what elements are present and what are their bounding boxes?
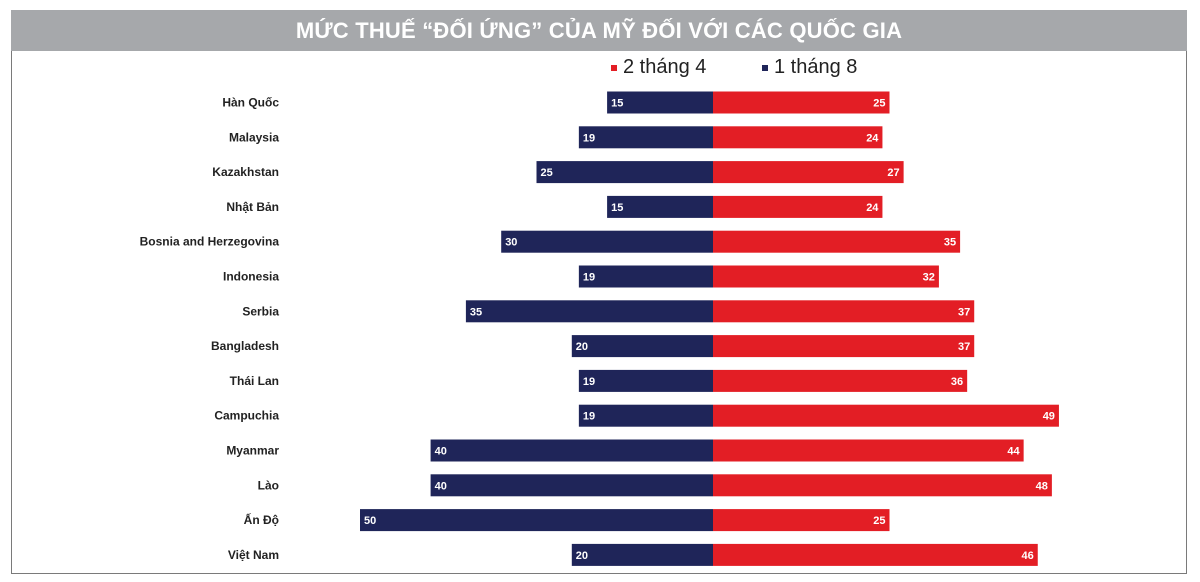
- category-label-lao: Lào: [258, 478, 279, 492]
- value-label-1-thang-8-indonesia: 19: [583, 272, 595, 284]
- bar-1-thang-8-nhat-ban: [607, 195, 713, 218]
- bar-1-thang-8-an-do: [360, 509, 713, 532]
- value-label-1-thang-8-nhat-ban: 15: [611, 202, 623, 214]
- bar-2-thang-4-indonesia: [713, 265, 939, 288]
- category-label-bosnia-and-herzegovina: Bosnia and Herzegovina: [140, 235, 280, 249]
- value-label-1-thang-8-serbia: 35: [470, 306, 482, 318]
- value-label-2-thang-4-malaysia: 24: [866, 132, 879, 144]
- value-label-2-thang-4-campuchia: 49: [1043, 411, 1055, 423]
- bar-2-thang-4-han-quoc: [713, 91, 890, 114]
- bar-1-thang-8-lao: [430, 474, 713, 497]
- value-label-1-thang-8-malaysia: 19: [583, 132, 595, 144]
- bar-1-thang-8-thai-lan: [578, 369, 713, 392]
- legend-item-series-2: 1 tháng 8: [762, 56, 857, 79]
- bar-2-thang-4-myanmar: [713, 439, 1024, 462]
- bar-1-thang-8-kazakhstan: [536, 161, 713, 184]
- category-label-nhat-ban: Nhật Bản: [226, 200, 279, 214]
- legend-label-2-thang-4: 2 tháng 4: [623, 56, 707, 78]
- bar-1-thang-8-han-quoc: [607, 91, 713, 114]
- bar-2-thang-4-lao: [713, 474, 1052, 497]
- bar-1-thang-8-bosnia-and-herzegovina: [501, 230, 713, 253]
- value-label-1-thang-8-myanmar: 40: [435, 446, 447, 458]
- value-label-1-thang-8-an-do: 50: [364, 515, 376, 527]
- value-label-2-thang-4-an-do: 25: [873, 515, 885, 527]
- value-label-2-thang-4-serbia: 37: [958, 306, 970, 318]
- category-label-an-do: Ấn Độ: [244, 512, 279, 527]
- value-label-2-thang-4-kazakhstan: 27: [887, 167, 899, 179]
- value-label-2-thang-4-nhat-ban: 24: [866, 202, 879, 214]
- value-label-1-thang-8-lao: 40: [435, 480, 447, 492]
- bar-2-thang-4-an-do: [713, 509, 890, 532]
- bar-2-thang-4-bangladesh: [713, 335, 975, 358]
- value-label-1-thang-8-han-quoc: 15: [611, 98, 623, 110]
- legend-item-series-1: 2 tháng 4: [611, 56, 706, 79]
- bar-1-thang-8-viet-nam: [571, 543, 713, 566]
- legend-swatch-red: [611, 64, 617, 71]
- legend: 2 tháng 4 1 tháng 8: [0, 56, 1200, 82]
- legend-swatch-navy: [762, 64, 768, 71]
- bar-2-thang-4-campuchia: [713, 404, 1059, 427]
- category-label-han-quoc: Hàn Quốc: [222, 96, 279, 110]
- category-label-campuchia: Campuchia: [214, 409, 279, 423]
- bar-2-thang-4-malaysia: [713, 126, 883, 149]
- bar-1-thang-8-campuchia: [578, 404, 713, 427]
- bar-1-thang-8-myanmar: [430, 439, 713, 462]
- category-label-bangladesh: Bangladesh: [211, 339, 279, 353]
- value-label-2-thang-4-myanmar: 44: [1007, 446, 1020, 458]
- value-label-1-thang-8-campuchia: 19: [583, 411, 595, 423]
- category-label-viet-nam: Việt Nam: [228, 548, 279, 562]
- value-label-2-thang-4-indonesia: 32: [923, 272, 935, 284]
- value-label-2-thang-4-thai-lan: 36: [951, 376, 963, 388]
- bar-2-thang-4-kazakhstan: [713, 161, 904, 184]
- category-label-thai-lan: Thái Lan: [230, 374, 279, 388]
- category-label-indonesia: Indonesia: [223, 270, 279, 284]
- value-label-2-thang-4-bosnia-and-herzegovina: 35: [944, 237, 956, 249]
- bar-1-thang-8-serbia: [465, 300, 713, 323]
- legend-label-1-thang-8: 1 tháng 8: [774, 56, 858, 78]
- category-label-kazakhstan: Kazakhstan: [212, 165, 279, 179]
- category-label-serbia: Serbia: [242, 304, 279, 318]
- value-label-2-thang-4-lao: 48: [1036, 480, 1048, 492]
- value-label-1-thang-8-bangladesh: 20: [576, 341, 588, 353]
- bar-2-thang-4-nhat-ban: [713, 195, 883, 218]
- bar-2-thang-4-thai-lan: [713, 369, 968, 392]
- chart-title: MỨC THUẾ “ĐỐI ỨNG” CỦA MỸ ĐỐI VỚI CÁC QU…: [295, 17, 903, 43]
- bar-1-thang-8-bangladesh: [571, 335, 713, 358]
- value-label-2-thang-4-han-quoc: 25: [873, 98, 885, 110]
- category-label-myanmar: Myanmar: [226, 444, 279, 458]
- value-label-1-thang-8-bosnia-and-herzegovina: 30: [505, 237, 517, 249]
- value-label-2-thang-4-viet-nam: 46: [1022, 550, 1034, 562]
- value-label-1-thang-8-kazakhstan: 25: [541, 167, 553, 179]
- bar-1-thang-8-indonesia: [578, 265, 713, 288]
- bar-2-thang-4-bosnia-and-herzegovina: [713, 230, 961, 253]
- bar-2-thang-4-viet-nam: [713, 543, 1038, 566]
- title-bar: MỨC THUẾ “ĐỐI ỨNG” CỦA MỸ ĐỐI VỚI CÁC QU…: [11, 10, 1187, 51]
- value-label-1-thang-8-thai-lan: 19: [583, 376, 595, 388]
- category-label-malaysia: Malaysia: [229, 130, 279, 144]
- bar-2-thang-4-serbia: [713, 300, 975, 323]
- value-label-2-thang-4-bangladesh: 37: [958, 341, 970, 353]
- value-label-1-thang-8-viet-nam: 20: [576, 550, 588, 562]
- bar-1-thang-8-malaysia: [578, 126, 713, 149]
